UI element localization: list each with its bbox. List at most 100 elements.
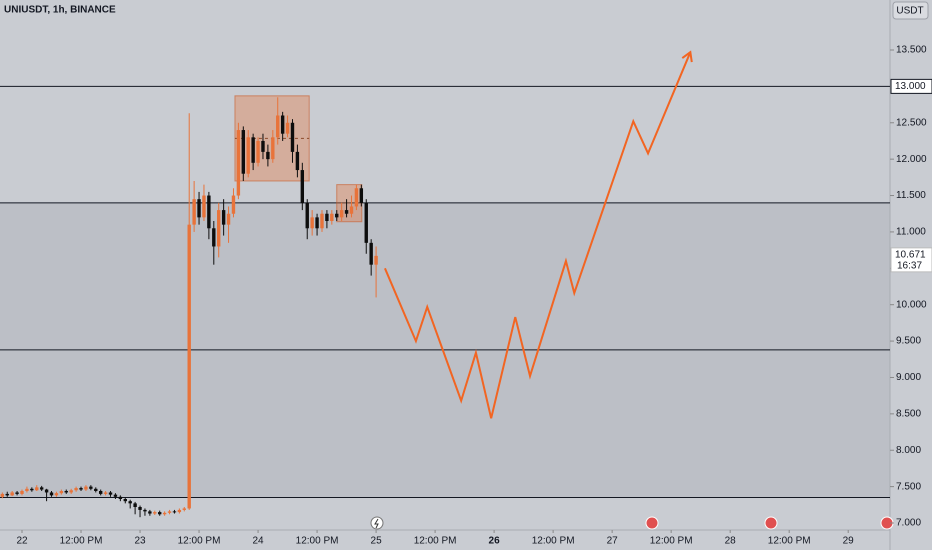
candle-body: [35, 487, 39, 491]
candle-body: [369, 242, 373, 265]
countdown: 16:37: [897, 261, 922, 272]
candle-body: [138, 507, 142, 510]
candle-body: [335, 213, 339, 218]
y-tick-label: 12.000: [896, 154, 927, 165]
candle-body: [187, 224, 191, 509]
candle-body: [10, 492, 14, 496]
x-tick-label: 25: [371, 536, 383, 547]
candle-body: [256, 140, 260, 163]
candle-body: [271, 137, 275, 160]
candle-body: [123, 498, 127, 502]
candle-body: [177, 509, 182, 513]
candle-body: [162, 512, 167, 515]
candle-body: [285, 122, 290, 134]
candle-body: [212, 228, 216, 247]
x-tick-label: 28: [725, 536, 737, 547]
event-icons: [370, 516, 894, 530]
candle-body: [133, 503, 137, 508]
candle-body: [325, 213, 329, 222]
chart-title: UNIUSDT, 1h, BINANCE: [4, 5, 116, 16]
candle-body: [221, 210, 226, 225]
candle-body: [20, 490, 24, 494]
event-icon-glyph: [374, 518, 379, 529]
y-tick-label: 10.000: [896, 299, 927, 310]
candle-body: [108, 492, 113, 495]
x-tick-label: 12:00 PM: [60, 536, 103, 547]
candle-body: [354, 188, 359, 207]
candle-body: [98, 490, 103, 494]
candle-body: [143, 509, 147, 512]
x-tick-label: 22: [16, 536, 28, 547]
x-tick-label: 12:00 PM: [650, 536, 693, 547]
y-tick-label: 9.500: [896, 336, 921, 347]
candle-body: [207, 195, 211, 229]
candle-body: [374, 255, 378, 265]
price-label-box: [890, 78, 932, 94]
candle-body: [364, 202, 368, 243]
candle-body: [320, 213, 324, 229]
candle-body: [59, 490, 64, 494]
event-icon[interactable]: [645, 516, 659, 530]
candle-body: [310, 217, 314, 229]
currency: USDT: [896, 6, 923, 17]
x-tick-label: 12:00 PM: [768, 536, 811, 547]
candle-body: [148, 511, 152, 514]
projection-line: [384, 51, 692, 419]
candle-body: [261, 140, 265, 152]
price-label: 13.000: [895, 81, 926, 92]
candle-body: [79, 488, 83, 490]
candle-body: [295, 151, 300, 171]
candle-body: [246, 137, 250, 174]
projection-arrowhead: [681, 50, 693, 63]
candle-body: [69, 490, 73, 493]
candle-body: [49, 492, 54, 496]
candle-body: [74, 488, 78, 491]
candle-body: [226, 213, 231, 225]
y-tick-label: 9.000: [896, 372, 921, 383]
x-tick-label: 12:00 PM: [414, 536, 457, 547]
candle-body: [349, 206, 354, 214]
candle-body: [236, 130, 241, 196]
y-tick-label: 7.000: [896, 518, 921, 529]
last-price: 10.671: [895, 250, 926, 261]
x-tick-label: 12:00 PM: [532, 536, 575, 547]
candle-body: [64, 490, 68, 493]
candle-body: [192, 199, 196, 225]
candle-body: [339, 210, 344, 218]
candle-body: [231, 195, 236, 214]
event-icon[interactable]: [764, 516, 778, 530]
candle-body: [266, 151, 270, 160]
candle-body: [359, 188, 364, 203]
candle-body: [251, 137, 255, 163]
y-tick-label: 7.500: [896, 481, 921, 492]
candle-body: [197, 199, 201, 218]
x-tick-label: 27: [607, 536, 619, 547]
candle-body: [153, 512, 157, 514]
candle-body: [30, 488, 34, 491]
candle-body: [241, 130, 246, 174]
currency-box[interactable]: [892, 1, 929, 20]
y-tick-label: 8.000: [896, 445, 921, 456]
candle-body: [300, 170, 305, 203]
candle-body: [118, 496, 123, 499]
candle-body: [172, 511, 177, 513]
x-tick-label: 26: [489, 536, 501, 547]
candle-body: [217, 210, 221, 247]
candle-body: [202, 195, 206, 218]
candle-body: [15, 492, 19, 494]
y-tick-label: 12.500: [896, 117, 927, 128]
y-tick-label: 11.000: [896, 227, 926, 238]
y-tick-label: 8.500: [896, 408, 921, 419]
candle-body: [0, 493, 5, 497]
candle-body: [89, 486, 93, 489]
candle-body: [305, 202, 309, 229]
x-tick-label: 12:00 PM: [178, 536, 221, 547]
x-tick-label: 24: [252, 536, 264, 547]
event-icon[interactable]: [370, 516, 384, 530]
candle-body: [158, 512, 162, 515]
candle-body: [330, 213, 334, 222]
candle-body: [5, 493, 9, 496]
y-tick-label: 13.500: [896, 45, 927, 56]
candle-body: [113, 494, 118, 497]
